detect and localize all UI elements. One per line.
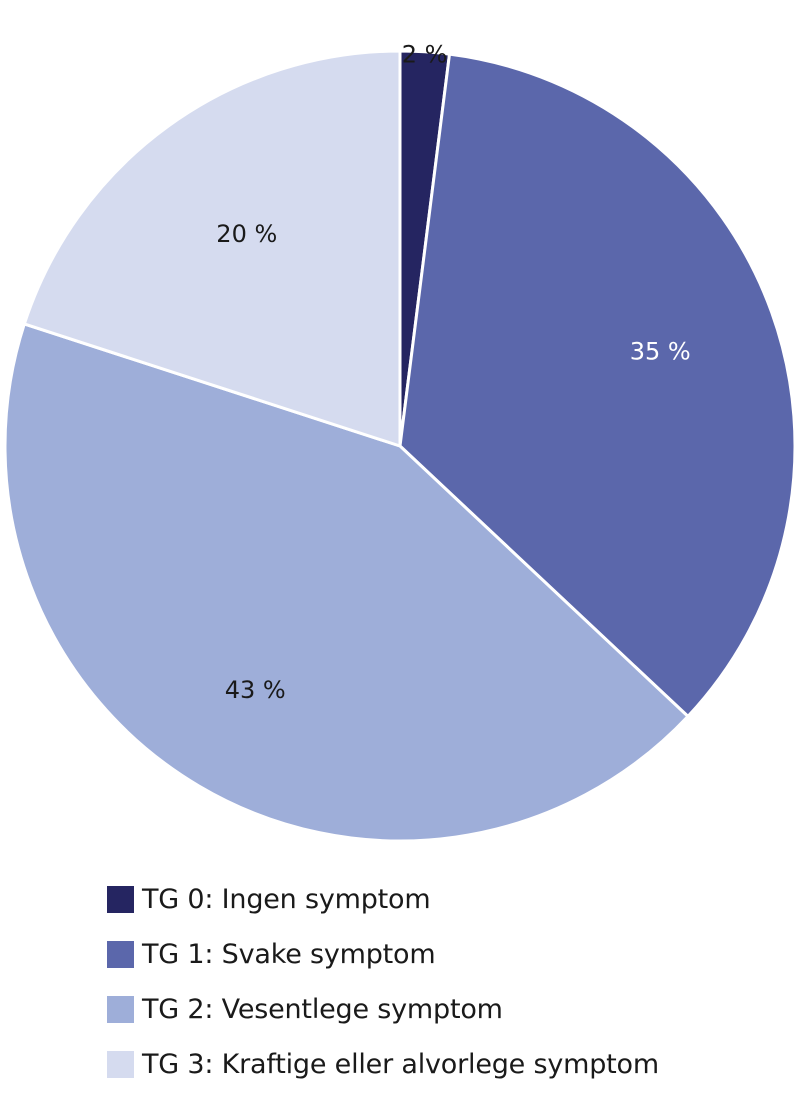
legend-swatch (107, 886, 134, 913)
slice-labels: 2 % 35 % 43 % 20 % (216, 41, 690, 704)
legend-item: TG 1: Svake symptom (107, 927, 659, 982)
pie-chart: 2 % 35 % 43 % 20 % (3, 41, 797, 843)
legend-swatch (107, 941, 134, 968)
legend-item: TG 2: Vesentlege symptom (107, 982, 659, 1037)
slice-data-label: 20 % (216, 220, 277, 248)
pie-slice (22, 49, 402, 448)
pie-slice (398, 52, 797, 718)
legend-label: TG 2: Vesentlege symptom (142, 994, 503, 1025)
legend-item: TG 0: Ingen symptom (107, 872, 659, 927)
pie-slice (3, 322, 690, 843)
slice-data-label: 43 % (225, 676, 286, 704)
slice-data-label: 35 % (630, 337, 691, 365)
legend-label: TG 0: Ingen symptom (142, 884, 431, 915)
legend-label: TG 1: Svake symptom (142, 939, 436, 970)
legend-swatch (107, 996, 134, 1023)
legend-item: TG 3: Kraftige eller alvorlege symptom (107, 1037, 659, 1092)
slice-data-label: 2 % (402, 41, 448, 69)
legend: TG 0: Ingen symptom TG 1: Svake symptom … (107, 872, 659, 1092)
pie-slices (3, 49, 797, 843)
legend-label: TG 3: Kraftige eller alvorlege symptom (142, 1049, 659, 1080)
legend-swatch (107, 1051, 134, 1078)
